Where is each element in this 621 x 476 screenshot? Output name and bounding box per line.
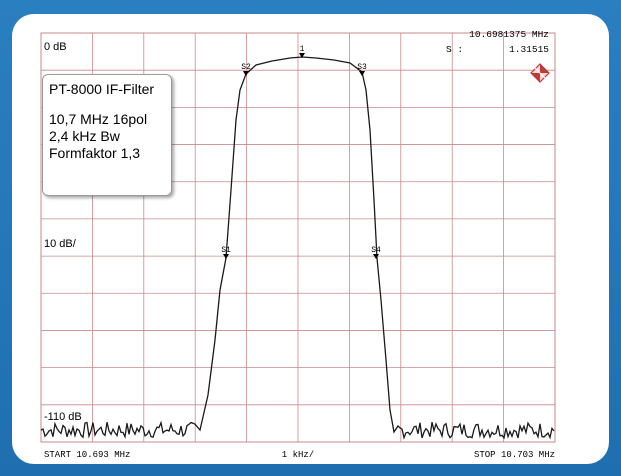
scale-label: 10 dB/	[44, 238, 77, 250]
marker-s2: S2	[241, 63, 251, 76]
span-per-division: 1 kHz/	[282, 450, 314, 460]
filter-spec-line-2: 2,4 kHz Bw	[49, 128, 120, 144]
start-frequency: START 10.693 MHz	[44, 450, 130, 460]
marker-s3-triangle	[359, 71, 365, 76]
filter-spec-line-1: 10,7 MHz 16pol	[49, 111, 148, 127]
marker-s2-triangle	[243, 71, 249, 76]
marker-1-triangle	[299, 53, 305, 58]
marker-s1-label: S1	[221, 246, 231, 255]
rs-diamond-logo-icon	[530, 63, 550, 83]
marker-s3: S3	[357, 63, 367, 76]
filter-info-box: PT-8000 IF-Filter 10,7 MHz 16pol 2,4 kHz…	[42, 74, 172, 196]
filter-title: PT-8000 IF-Filter	[49, 81, 155, 97]
marker-s4-triangle	[373, 254, 379, 259]
marker-s1: S1	[221, 246, 231, 259]
marker-s4: S4	[371, 246, 381, 259]
marker-s1-triangle	[223, 254, 229, 259]
marker-s4-label: S4	[371, 246, 381, 255]
marker-frequency: 10.6981375 MHz	[469, 29, 549, 40]
spectrum-trace	[40, 56, 555, 440]
stop-frequency: STOP 10.703 MHz	[474, 450, 555, 460]
marker-1-label: 1	[300, 45, 305, 54]
marker-s3-label: S3	[357, 63, 367, 72]
shape-factor-label: S :	[446, 44, 463, 55]
plot-border	[40, 32, 556, 443]
filter-spec-line-3: Formfaktor 1,3	[49, 145, 141, 161]
marker-s2-label: S2	[241, 63, 251, 72]
ref-level-label: 0 dB	[44, 41, 67, 53]
marker-1: 1	[299, 45, 305, 58]
shape-factor-value: 1.31515	[509, 44, 549, 55]
bottom-level-label: -110 dB	[44, 411, 82, 423]
grid	[41, 33, 555, 442]
